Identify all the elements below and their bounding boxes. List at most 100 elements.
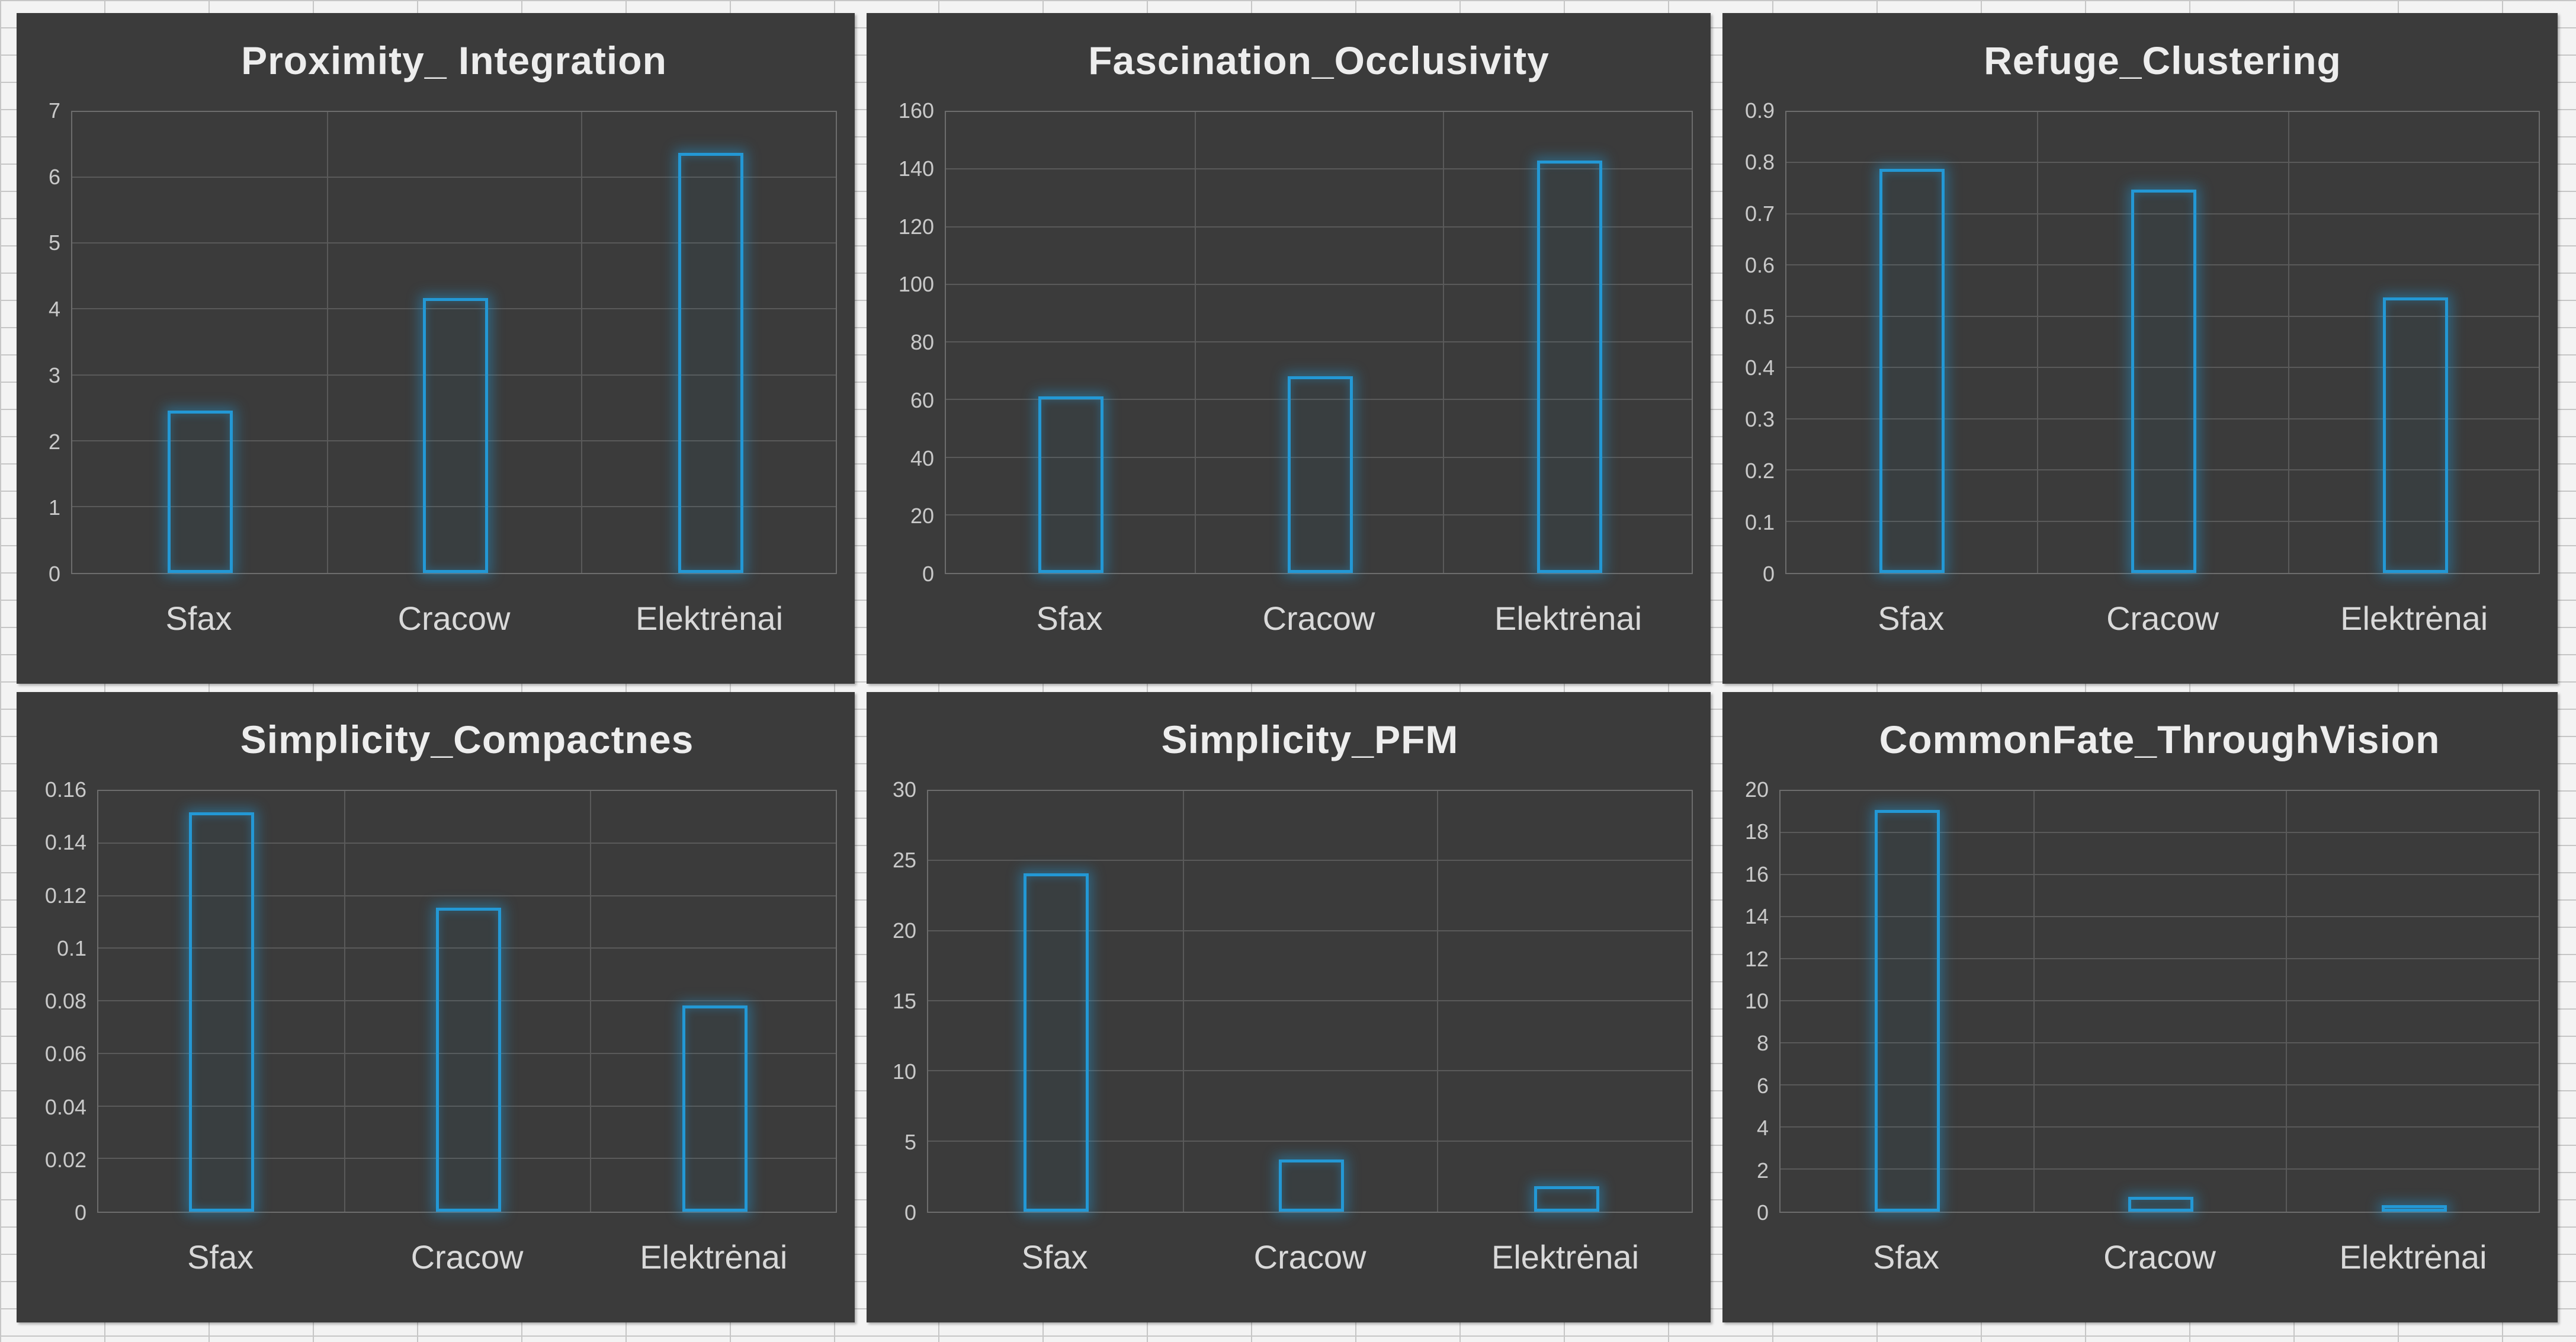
bar-sfax bbox=[1875, 809, 1940, 1212]
horizontal-gridline bbox=[98, 895, 836, 896]
category-label: Elektrėnai bbox=[640, 1238, 788, 1276]
chart-panel-4: Simplicity_Compactnes Sfax Cracow Elektrėn… bbox=[17, 692, 855, 1322]
horizontal-gridline bbox=[1786, 469, 2539, 471]
y-tick-label: 160 bbox=[898, 98, 934, 123]
y-tick-label: 0.02 bbox=[44, 1147, 86, 1172]
horizontal-gridline bbox=[1781, 1000, 2539, 1001]
category-label: Cracow bbox=[1262, 600, 1375, 637]
horizontal-gridline bbox=[1786, 418, 2539, 419]
y-tick-label: 0.5 bbox=[1744, 304, 1775, 329]
y-tick-label: 16 bbox=[1744, 861, 1769, 886]
chart-panel-6: CommonFate_ThroughVision Sfax Cracow Elekt… bbox=[1722, 692, 2558, 1322]
horizontal-gridline bbox=[1786, 520, 2539, 522]
horizontal-gridline bbox=[928, 1000, 1692, 1001]
bar-cracow bbox=[2128, 1197, 2193, 1212]
bar-elektrėnai bbox=[2382, 297, 2448, 573]
vertical-gridline bbox=[2286, 791, 2288, 1212]
horizontal-gridline bbox=[1786, 264, 2539, 266]
y-tick-label: 0.7 bbox=[1744, 201, 1775, 226]
bar-sfax bbox=[1038, 396, 1103, 573]
horizontal-gridline bbox=[1781, 1126, 2539, 1128]
category-axis: Sfax Cracow Elektrėnai bbox=[97, 1238, 837, 1276]
y-tick-label: 120 bbox=[898, 214, 934, 239]
y-tick-label: 0.12 bbox=[44, 883, 86, 908]
horizontal-gridline bbox=[1781, 1084, 2539, 1085]
category-label: Elektrėnai bbox=[1491, 1238, 1640, 1276]
y-tick-label: 1 bbox=[48, 495, 60, 520]
chart-title: Simplicity_Compactnes bbox=[240, 718, 694, 761]
category-axis: Sfax Cracow Elektrėnai bbox=[945, 599, 1693, 638]
horizontal-gridline bbox=[1786, 315, 2539, 317]
vertical-gridline bbox=[1437, 791, 1439, 1212]
category-label: Sfax bbox=[1878, 600, 1945, 637]
y-tick-label: 2 bbox=[48, 429, 60, 454]
horizontal-gridline bbox=[98, 1000, 836, 1001]
horizontal-gridline bbox=[1781, 958, 2539, 959]
y-tick-label: 4 bbox=[1756, 1116, 1769, 1141]
bar-elektrėnai bbox=[682, 1005, 748, 1212]
vertical-gridline bbox=[1443, 112, 1445, 573]
y-tick-label: 0.3 bbox=[1744, 407, 1775, 432]
plot-area bbox=[945, 111, 1693, 574]
chart-panel-5: Simplicity_PFM Sfax Cracow Elektrėnai 0 5 10… bbox=[867, 692, 1711, 1322]
y-tick-label: 7 bbox=[48, 98, 60, 123]
y-tick-label: 15 bbox=[892, 989, 916, 1013]
plot-area bbox=[97, 790, 837, 1213]
bar-cracow bbox=[2131, 189, 2196, 573]
y-tick-label: 0 bbox=[1756, 1200, 1769, 1225]
horizontal-gridline bbox=[98, 1052, 836, 1054]
horizontal-gridline bbox=[98, 1105, 836, 1107]
horizontal-gridline bbox=[98, 947, 836, 949]
category-axis: Sfax Cracow Elektrėnai bbox=[1779, 1238, 2540, 1276]
horizontal-gridline bbox=[928, 1140, 1692, 1142]
y-tick-label: 0.08 bbox=[44, 989, 86, 1013]
y-tick-label: 0.16 bbox=[44, 777, 86, 802]
horizontal-gridline bbox=[1781, 832, 2539, 833]
y-tick-label: 10 bbox=[1744, 989, 1769, 1013]
y-tick-label: 25 bbox=[892, 848, 916, 872]
y-tick-label: 30 bbox=[892, 777, 916, 802]
y-tick-label: 100 bbox=[898, 272, 934, 297]
plot-area bbox=[1779, 790, 2540, 1213]
y-tick-label: 80 bbox=[910, 330, 934, 354]
horizontal-gridline bbox=[98, 1158, 836, 1160]
horizontal-gridline bbox=[928, 860, 1692, 861]
vertical-gridline bbox=[1182, 791, 1184, 1212]
chart-panel-3: Refuge_Clustering Sfax Cracow Elektrėnai 0… bbox=[1722, 13, 2558, 684]
horizontal-gridline bbox=[72, 242, 836, 244]
y-tick-label: 5 bbox=[48, 230, 60, 255]
category-label: Sfax bbox=[1021, 1238, 1088, 1276]
chart-panel-2: Fascination_Occlusivity Sfax Cracow Elektr… bbox=[867, 13, 1711, 684]
category-label: Elektrėnai bbox=[1494, 600, 1643, 637]
category-label: Elektrėnai bbox=[2339, 1238, 2487, 1276]
horizontal-gridline bbox=[1781, 1168, 2539, 1170]
y-tick-label: 14 bbox=[1744, 904, 1769, 929]
horizontal-gridline bbox=[1781, 916, 2539, 917]
y-tick-label: 0.1 bbox=[1744, 510, 1775, 535]
horizontal-gridline bbox=[946, 514, 1692, 515]
y-tick-label: 20 bbox=[910, 504, 934, 529]
y-tick-label: 5 bbox=[904, 1130, 916, 1154]
category-axis: Sfax Cracow Elektrėnai bbox=[71, 599, 837, 638]
horizontal-gridline bbox=[1781, 1042, 2539, 1043]
category-label: Cracow bbox=[397, 600, 511, 637]
horizontal-gridline bbox=[946, 399, 1692, 401]
y-tick-label: 0 bbox=[74, 1200, 86, 1225]
y-tick-label: 3 bbox=[48, 363, 60, 387]
horizontal-gridline bbox=[72, 505, 836, 507]
y-tick-label: 0 bbox=[922, 562, 934, 586]
horizontal-gridline bbox=[1786, 162, 2539, 164]
plot-area bbox=[927, 790, 1693, 1213]
horizontal-gridline bbox=[1786, 367, 2539, 369]
category-axis: Sfax Cracow Elektrėnai bbox=[927, 1238, 1693, 1276]
y-tick-label: 12 bbox=[1744, 946, 1769, 971]
bar-cracow bbox=[1287, 376, 1353, 573]
category-label: Cracow bbox=[2106, 600, 2219, 637]
y-tick-label: 6 bbox=[1756, 1073, 1769, 1098]
horizontal-gridline bbox=[946, 283, 1692, 285]
y-tick-label: 0 bbox=[904, 1200, 916, 1225]
vertical-gridline bbox=[581, 112, 583, 573]
chart-title: CommonFate_ThroughVision bbox=[1879, 718, 2440, 761]
y-tick-label: 0.06 bbox=[44, 1042, 86, 1066]
